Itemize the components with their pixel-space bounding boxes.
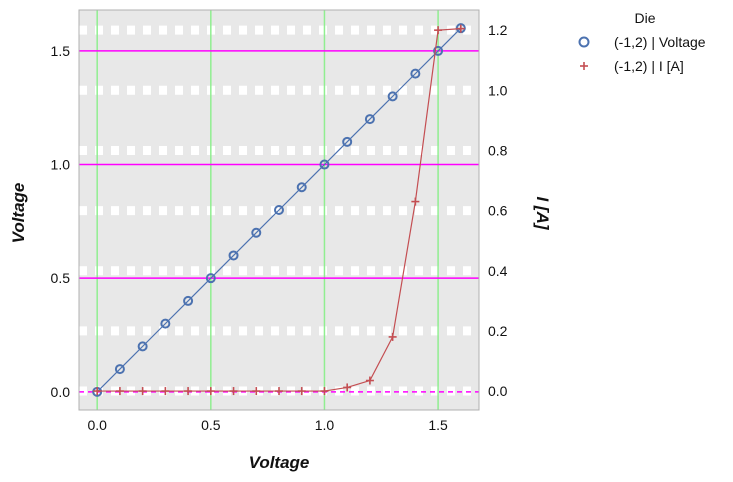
current-point (184, 387, 193, 396)
current-point (138, 387, 147, 396)
current-point (93, 387, 102, 396)
right-y-tick-label: 0.6 (488, 203, 508, 219)
voltage-point (183, 295, 194, 306)
current-point (411, 197, 420, 206)
x-tick-label: 1.0 (315, 417, 335, 433)
right-y-tick-label: 0.4 (488, 263, 508, 279)
voltage-point (433, 45, 444, 56)
x-axis-label: Voltage (249, 453, 310, 472)
left-y-axis-label: Voltage (9, 183, 28, 244)
legend-title: Die (634, 10, 655, 26)
series-layer (92, 23, 466, 397)
current-point (456, 24, 465, 33)
x-axis-ticks: 0.0 0.5 1.0 1.5 (87, 417, 448, 433)
left-y-axis-ticks: 0.0 0.5 1.0 1.5 (51, 43, 71, 400)
voltage-point (319, 159, 330, 170)
current-point (297, 387, 306, 396)
voltage-point (251, 227, 262, 238)
voltage-point (387, 91, 398, 102)
voltage-point (137, 341, 148, 352)
vertical-grid (96, 10, 439, 410)
legend-entry-voltage: (-1,2) | Voltage (614, 34, 706, 50)
current-point (206, 387, 215, 396)
right-y-axis-label: I [A] (533, 196, 552, 230)
legend-entry-current: (-1,2) | I [A] (614, 58, 684, 74)
right-y-tick-label: 1.2 (488, 22, 508, 38)
left-y-tick-label: 1.5 (51, 43, 71, 59)
right-y-tick-label: 0.2 (488, 323, 508, 339)
current-point (275, 387, 283, 396)
left-y-tick-label: 1.0 (51, 157, 71, 173)
voltage-point (342, 136, 353, 147)
right-y-tick-label: 0.8 (488, 142, 508, 158)
legend: Die (-1,2) | Voltage (-1,2) | I [A] (578, 10, 706, 74)
voltage-point (296, 182, 307, 193)
current-point (161, 387, 170, 396)
current-point (229, 387, 238, 396)
current-point (365, 376, 374, 385)
legend-marker-voltage (578, 36, 590, 48)
right-y-axis-ticks: 0.0 0.2 0.4 0.6 0.8 1.0 1.2 (488, 22, 508, 399)
current-point (252, 387, 261, 396)
x-tick-label: 0.0 (87, 417, 107, 433)
current-point (343, 383, 352, 392)
voltage-point (228, 250, 239, 261)
voltage-point (160, 318, 171, 329)
legend-marker-current (580, 62, 588, 70)
voltage-point (205, 273, 216, 284)
left-y-tick-label: 0.5 (51, 270, 71, 286)
voltage-point (114, 364, 125, 375)
left-y-tick-label: 0.0 (51, 384, 71, 400)
voltage-point (274, 205, 284, 215)
voltage-series-line (96, 27, 462, 393)
voltage-point (364, 114, 375, 125)
x-tick-label: 1.5 (428, 417, 448, 433)
current-point (320, 387, 329, 396)
plot-frame (78, 9, 480, 411)
current-point (434, 26, 443, 35)
x-tick-label: 0.5 (201, 417, 221, 433)
right-y-tick-label: 1.0 (488, 82, 508, 98)
voltage-point (410, 68, 421, 79)
current-point (115, 387, 124, 396)
right-y-tick-label: 0.0 (488, 383, 508, 399)
current-point (388, 332, 397, 341)
